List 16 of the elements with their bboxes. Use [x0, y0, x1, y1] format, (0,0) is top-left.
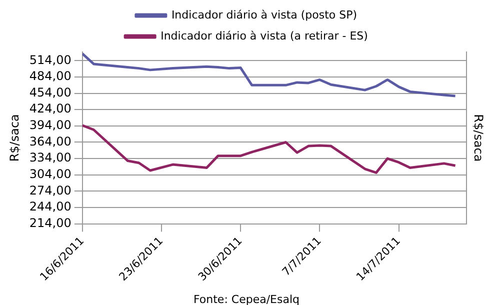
y-tick-label: 394,00 [29, 118, 72, 132]
y-tick-label: 454,00 [29, 85, 72, 100]
y-tick-label: 334,00 [29, 150, 72, 165]
y-tick-label: 364,00 [29, 134, 72, 148]
y-axis-title: R$/saca [7, 114, 22, 162]
y-tick-label: 214,00 [29, 216, 72, 230]
y-tick-label: 274,00 [29, 183, 72, 198]
y-tick-label: 424,00 [29, 102, 72, 116]
y-tick-label: 244,00 [29, 200, 72, 214]
y-tick-label: 484,00 [29, 69, 72, 84]
legend-label: Indicador diário à vista (posto SP) [171, 8, 358, 22]
source-note: Fonte: Cepea/Esalq [193, 292, 300, 305]
y2-axis-title: R$/saca [472, 114, 486, 162]
legend-label: Indicador diário à vista (a retirar - ES) [160, 29, 368, 42]
y-tick-label: 304,00 [29, 166, 72, 181]
y-tick-label: 514,00 [29, 52, 72, 67]
